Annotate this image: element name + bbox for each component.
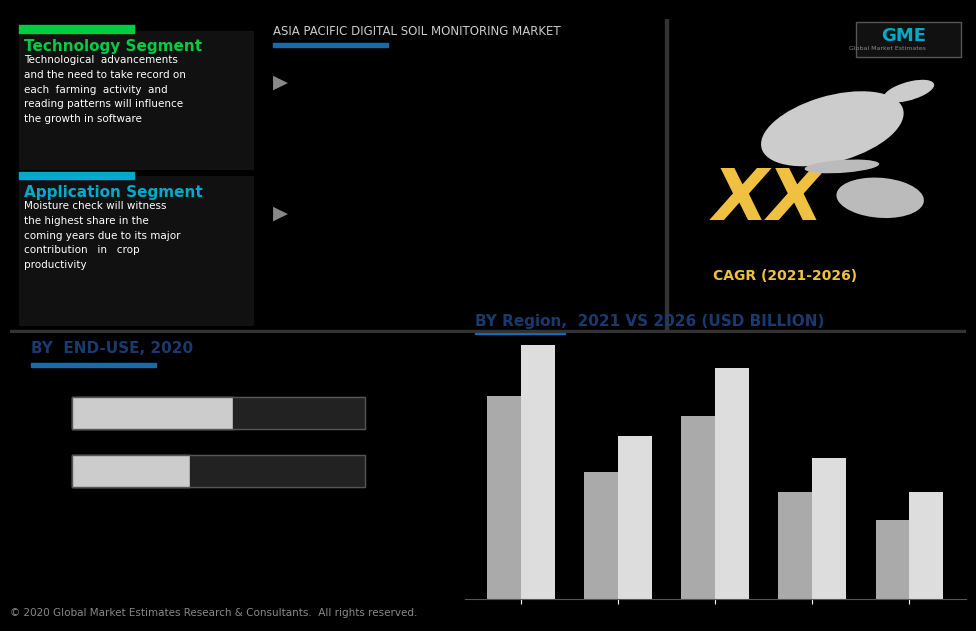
Ellipse shape [836, 177, 924, 218]
Text: BY Region,  2021 VS 2026 (USD BILLION): BY Region, 2021 VS 2026 (USD BILLION) [474, 314, 824, 329]
Bar [585, 473, 619, 599]
Bar [521, 345, 555, 599]
Text: ASIA PACIFIC DIGITAL SOIL MONITORING MARKET: ASIA PACIFIC DIGITAL SOIL MONITORING MAR… [273, 25, 560, 38]
Ellipse shape [761, 91, 904, 167]
Bar [72, 456, 189, 487]
Bar [10, 330, 966, 333]
Text: BY  END-USE, 2020: BY END-USE, 2020 [30, 341, 193, 356]
Bar [474, 330, 565, 334]
Ellipse shape [883, 80, 934, 102]
Bar [681, 416, 715, 599]
Text: Technology Segment: Technology Segment [24, 39, 202, 54]
Bar [875, 521, 910, 599]
Bar [619, 436, 652, 599]
Text: CAGR (2021-2026): CAGR (2021-2026) [712, 269, 857, 283]
Text: © 2020 Global Market Estimates Research & Consultants.  All rights reserved.: © 2020 Global Market Estimates Research … [10, 608, 417, 618]
Bar [233, 397, 365, 428]
Ellipse shape [804, 160, 879, 174]
Bar [665, 19, 668, 333]
Text: Technological  advancements
and the need to take record on
each  farming  activi: Technological advancements and the need … [24, 55, 186, 124]
Bar [20, 25, 134, 33]
Text: Global Market Estimates: Global Market Estimates [849, 46, 926, 51]
Bar [30, 363, 156, 367]
Bar [72, 456, 365, 487]
Text: GME: GME [881, 27, 926, 45]
Bar [487, 396, 521, 599]
Bar [273, 44, 387, 47]
Bar [715, 368, 750, 599]
FancyBboxPatch shape [20, 32, 254, 170]
Bar [20, 172, 134, 179]
Text: ▶: ▶ [273, 72, 288, 91]
Text: XX: XX [712, 167, 825, 235]
Text: Moisture check will witness
the highest share in the
coming years due to its maj: Moisture check will witness the highest … [24, 201, 181, 270]
Bar [189, 456, 365, 487]
Bar [72, 397, 365, 428]
Bar [812, 458, 846, 599]
FancyBboxPatch shape [20, 176, 254, 326]
Bar [779, 492, 812, 599]
Bar [910, 492, 944, 599]
Text: ▶: ▶ [273, 204, 288, 223]
Text: Application Segment: Application Segment [24, 186, 203, 200]
Bar [72, 397, 233, 428]
FancyBboxPatch shape [856, 22, 961, 57]
